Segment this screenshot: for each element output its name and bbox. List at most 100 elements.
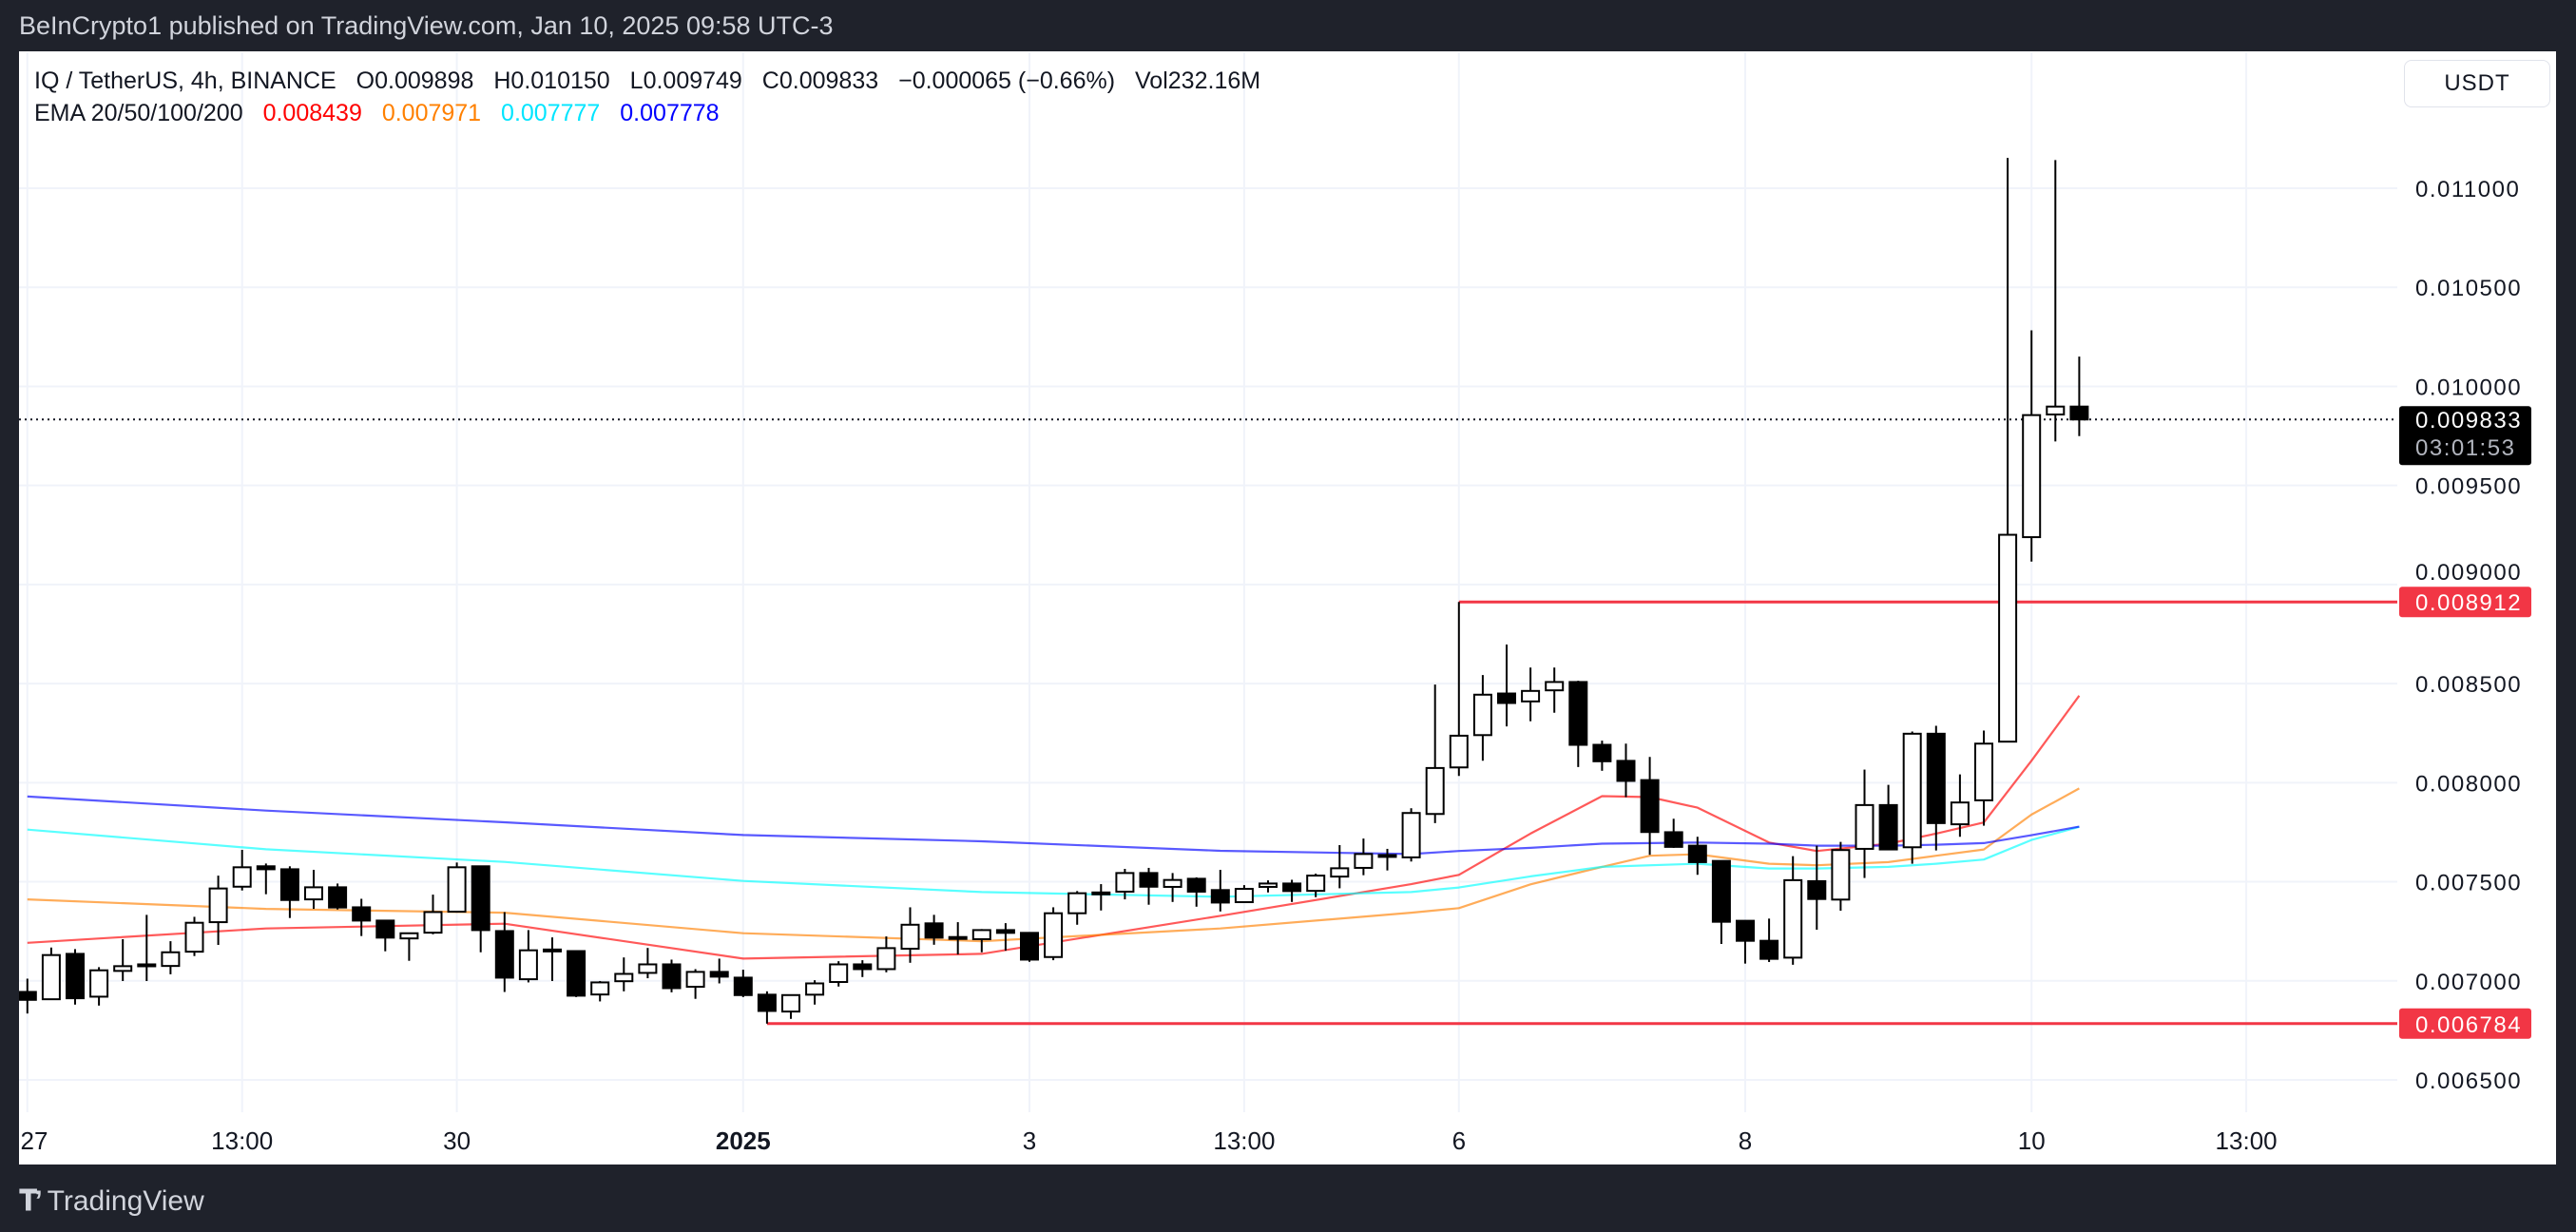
candle-bullish[interactable] <box>1855 769 1874 878</box>
candle-bullish[interactable] <box>1998 158 2018 743</box>
candle-bearish[interactable] <box>567 950 586 997</box>
tradingview-logo-icon: 𝐓’ <box>19 1185 43 1217</box>
symbol-title[interactable]: IQ / TetherUS, 4h, BINANCE <box>34 67 336 94</box>
candle-bullish[interactable] <box>1115 869 1135 900</box>
candle-bullish[interactable] <box>781 993 800 1019</box>
candle-bullish[interactable] <box>876 936 896 972</box>
candle-bullish[interactable] <box>1306 874 1326 897</box>
candle-bullish[interactable] <box>518 930 538 983</box>
candle-bearish[interactable] <box>1616 743 1636 798</box>
candle-body <box>1592 743 1612 762</box>
candle-bearish[interactable] <box>1759 918 1779 962</box>
candle-bullish[interactable] <box>1425 684 1445 823</box>
candle-body <box>685 971 705 989</box>
currency-button[interactable]: USDT <box>2404 60 2550 107</box>
candle-bullish[interactable] <box>1091 884 1111 911</box>
candle-bearish[interactable] <box>709 958 729 984</box>
candle-bullish[interactable] <box>2046 160 2066 442</box>
candle-bullish[interactable] <box>614 957 634 991</box>
candle-bullish[interactable] <box>1831 841 1851 911</box>
candle-bullish[interactable] <box>2022 330 2042 562</box>
candle-bullish[interactable] <box>208 876 228 946</box>
candle-bullish[interactable] <box>1472 675 1492 761</box>
ema-100-line <box>27 825 2080 898</box>
candle-bearish[interactable] <box>924 914 944 945</box>
candle-bearish[interactable] <box>494 912 514 992</box>
candle-bearish[interactable] <box>471 865 490 953</box>
candle-bearish[interactable] <box>757 991 777 1024</box>
open-number: 0.009898 <box>375 67 474 94</box>
candle-body <box>1807 879 1827 900</box>
candle-bullish[interactable] <box>1545 667 1565 713</box>
candle-bearish[interactable] <box>328 883 348 910</box>
candle-bearish[interactable] <box>2069 356 2089 436</box>
candle-bullish[interactable] <box>1044 907 1064 961</box>
candle-bullish[interactable] <box>399 932 419 961</box>
candle-bullish[interactable] <box>232 849 252 891</box>
candle-bullish[interactable] <box>423 895 443 934</box>
candle-bullish[interactable] <box>1974 730 1993 826</box>
candle-bullish[interactable] <box>89 967 109 1006</box>
candle-bullish[interactable] <box>1330 844 1350 889</box>
candle-bearish[interactable] <box>1736 919 1755 964</box>
candle-bearish[interactable] <box>352 898 372 936</box>
candle-bearish[interactable] <box>1878 784 1898 851</box>
candle-bullish[interactable] <box>1067 891 1087 925</box>
candle-bearish[interactable] <box>17 978 37 1014</box>
candle-bullish[interactable] <box>1521 667 1541 722</box>
candle-bullish[interactable] <box>1234 885 1254 904</box>
candle-bearish[interactable] <box>1139 867 1159 905</box>
candle-bullish[interactable] <box>304 870 323 910</box>
candle-bullish[interactable] <box>1354 838 1374 876</box>
candle-bearish[interactable] <box>1640 757 1660 856</box>
candle-bullish[interactable] <box>161 941 181 974</box>
candle-bullish[interactable] <box>590 980 610 1002</box>
candle-bullish[interactable] <box>184 916 204 956</box>
candle-bearish[interactable] <box>1592 741 1612 771</box>
chart-panel[interactable] <box>19 51 2556 1165</box>
candle-bullish[interactable] <box>900 907 920 963</box>
candle-bullish[interactable] <box>971 929 991 953</box>
ema-title[interactable]: EMA 20/50/100/200 <box>34 100 243 126</box>
candle-bullish[interactable] <box>1902 731 1922 864</box>
candle-bearish[interactable] <box>256 863 276 895</box>
candle-bullish[interactable] <box>829 961 849 987</box>
candle-bearish[interactable] <box>662 959 682 992</box>
candle-bullish[interactable] <box>447 862 467 914</box>
candle-bearish[interactable] <box>66 949 85 1005</box>
candle-bullish[interactable] <box>137 914 157 981</box>
candle-bullish[interactable] <box>1449 602 1469 777</box>
candle-bullish[interactable] <box>685 969 705 999</box>
candle-bearish[interactable] <box>1020 932 1039 962</box>
candle-bearish[interactable] <box>853 960 873 977</box>
candle-bearish[interactable] <box>995 923 1015 952</box>
candle-bearish[interactable] <box>1568 681 1588 767</box>
close-number: 0.009833 <box>779 67 879 94</box>
candle-bullish[interactable] <box>1401 808 1421 862</box>
candle-bearish[interactable] <box>1210 870 1230 912</box>
candle-bullish[interactable] <box>948 922 968 955</box>
candle-bearish[interactable] <box>1711 859 1731 945</box>
candle-bearish[interactable] <box>1807 845 1827 930</box>
candle-bullish[interactable] <box>1377 848 1397 871</box>
candle-bullish[interactable] <box>543 937 562 981</box>
candle-bearish[interactable] <box>1186 876 1206 907</box>
candle-bearish[interactable] <box>1282 879 1302 902</box>
candle-bearish[interactable] <box>1663 818 1683 848</box>
candle-bullish[interactable] <box>1163 873 1182 902</box>
candle-bullish[interactable] <box>1259 880 1278 893</box>
candle-bullish[interactable] <box>638 948 658 979</box>
candle-bullish[interactable] <box>1783 856 1803 965</box>
candle-bearish[interactable] <box>733 970 753 997</box>
candle-bearish[interactable] <box>1926 725 1946 851</box>
candle-bullish[interactable] <box>41 947 61 1001</box>
candle-bearish[interactable] <box>1497 645 1516 727</box>
candle-bearish[interactable] <box>375 919 395 952</box>
candle-bullish[interactable] <box>805 980 825 1005</box>
candle-bullish[interactable] <box>113 938 133 981</box>
brand-name[interactable]: TradingView <box>47 1185 204 1217</box>
candle-bullish[interactable] <box>1950 774 1970 837</box>
candle-bearish[interactable] <box>279 866 299 918</box>
candle-bearish[interactable] <box>1687 837 1707 876</box>
